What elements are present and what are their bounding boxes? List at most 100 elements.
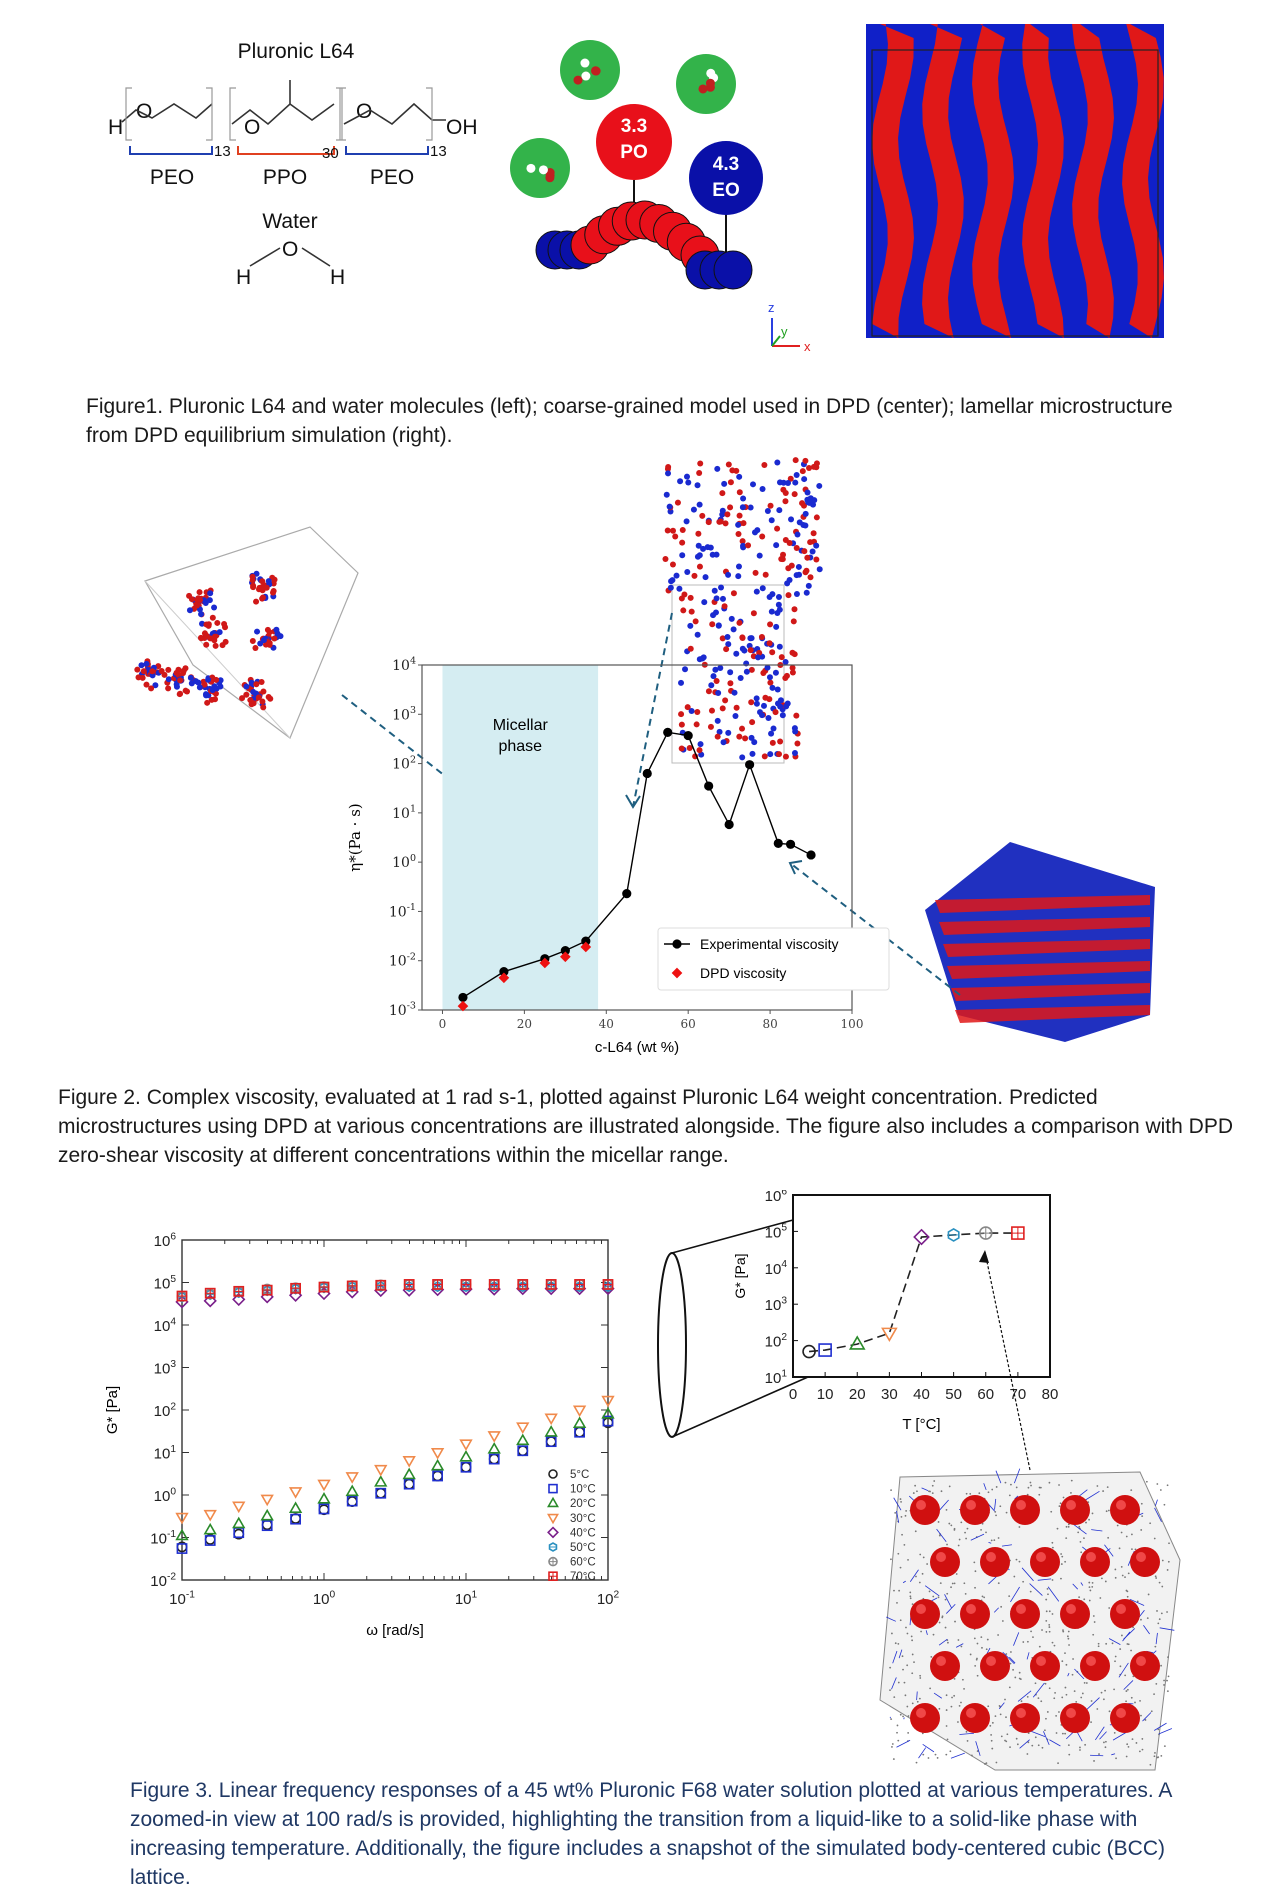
water-dot: [919, 1553, 922, 1556]
bead: [259, 578, 266, 585]
chain: [939, 1499, 949, 1511]
water-dot: [1085, 1682, 1088, 1684]
bead: [249, 577, 256, 584]
highlight: [1136, 1552, 1146, 1562]
chain: [936, 1528, 947, 1543]
axis-y: y: [781, 324, 788, 339]
bead: [273, 626, 280, 633]
chain: [1021, 1567, 1034, 1582]
chain: [1013, 1468, 1021, 1484]
bead: [735, 521, 742, 528]
chain: [1155, 1632, 1158, 1645]
bead: [769, 649, 776, 656]
chain: [1142, 1712, 1152, 1722]
water-dot: [1088, 1581, 1091, 1584]
water-dot: [1135, 1742, 1138, 1744]
water-dot: [955, 1573, 958, 1575]
water-dot: [1091, 1512, 1094, 1515]
bead: [680, 607, 687, 614]
water-dot: [1166, 1484, 1169, 1487]
water-dot: [1089, 1589, 1092, 1592]
water-dot: [1064, 1560, 1067, 1563]
bead: [216, 629, 223, 636]
marker-square: [176, 1543, 188, 1554]
micelle: [1110, 1703, 1140, 1733]
bead: [774, 459, 781, 466]
water-dot: [905, 1626, 907, 1629]
chain: [1026, 1652, 1030, 1660]
chain: [1155, 1499, 1158, 1507]
bead: [135, 674, 142, 681]
water-dot: [1032, 1636, 1034, 1639]
bead: [733, 467, 740, 474]
water-dot: [1125, 1535, 1128, 1538]
bead: [709, 621, 716, 628]
bead: [796, 571, 803, 578]
water-dot: [1066, 1635, 1069, 1638]
water-dot: [1091, 1585, 1094, 1588]
experimental-point: [458, 992, 468, 1003]
water-dot: [1046, 1587, 1049, 1590]
bead: [739, 725, 746, 732]
water-dot: [1027, 1486, 1030, 1489]
water-dot: [1104, 1580, 1107, 1583]
water-dot: [897, 1552, 900, 1555]
atom-h: H: [236, 266, 251, 289]
experimental-point: [773, 838, 783, 849]
y-axis-label: η*(Pa · s): [346, 803, 364, 872]
water-dot: [1156, 1610, 1158, 1612]
water-dot: [1157, 1728, 1160, 1731]
water-dot: [976, 1674, 979, 1677]
bead: [766, 640, 773, 647]
bead: [802, 457, 809, 464]
chain: [988, 1576, 997, 1585]
water-dot: [1048, 1626, 1051, 1628]
bead: [739, 538, 746, 545]
bead: [740, 495, 747, 502]
atom-dot: [705, 78, 715, 88]
x-tick-label: 60: [681, 1017, 696, 1031]
water-dot: [983, 1596, 986, 1599]
water-dot: [1141, 1748, 1144, 1751]
marker-cross: [291, 1283, 301, 1293]
marker-cross: [262, 1285, 272, 1295]
bead: [793, 590, 800, 597]
legend-label: 40°C: [570, 1527, 596, 1539]
water-dot: [948, 1485, 951, 1488]
water-dot: [941, 1615, 944, 1618]
atom-dot: [591, 66, 601, 76]
chain: [1080, 1582, 1084, 1586]
water-dot: [963, 1582, 966, 1585]
water-dot: [1160, 1664, 1162, 1667]
chain: [1049, 1739, 1061, 1747]
chain: [1072, 1583, 1079, 1590]
bead: [792, 479, 799, 486]
water-dot: [1134, 1548, 1137, 1551]
marker-triangle-up: [848, 1335, 866, 1350]
bead: [755, 654, 762, 661]
water-dot: [1130, 1489, 1133, 1492]
marker-cross: [234, 1286, 244, 1296]
water-dot: [1150, 1710, 1153, 1713]
water-dot: [1040, 1700, 1043, 1703]
water-dot: [1037, 1744, 1040, 1747]
water-dot: [1124, 1576, 1126, 1579]
water-dot: [889, 1689, 891, 1691]
chain: [898, 1649, 903, 1659]
water-dot: [1116, 1524, 1119, 1527]
bead: [801, 476, 808, 483]
highlight: [966, 1708, 976, 1718]
water-dot: [1125, 1690, 1128, 1692]
water-dot: [958, 1538, 961, 1541]
water-dot: [991, 1747, 994, 1750]
legend-label: 5°C: [570, 1469, 589, 1481]
chain: [995, 1470, 1002, 1484]
marker-diamond: [203, 1294, 217, 1308]
water-dot: [897, 1681, 900, 1684]
water-dot: [961, 1678, 964, 1681]
bead: [742, 735, 749, 742]
water-dot: [1155, 1577, 1158, 1579]
bead: [214, 619, 221, 626]
x-tick-label: 50: [945, 1386, 962, 1403]
bead: [196, 684, 203, 691]
